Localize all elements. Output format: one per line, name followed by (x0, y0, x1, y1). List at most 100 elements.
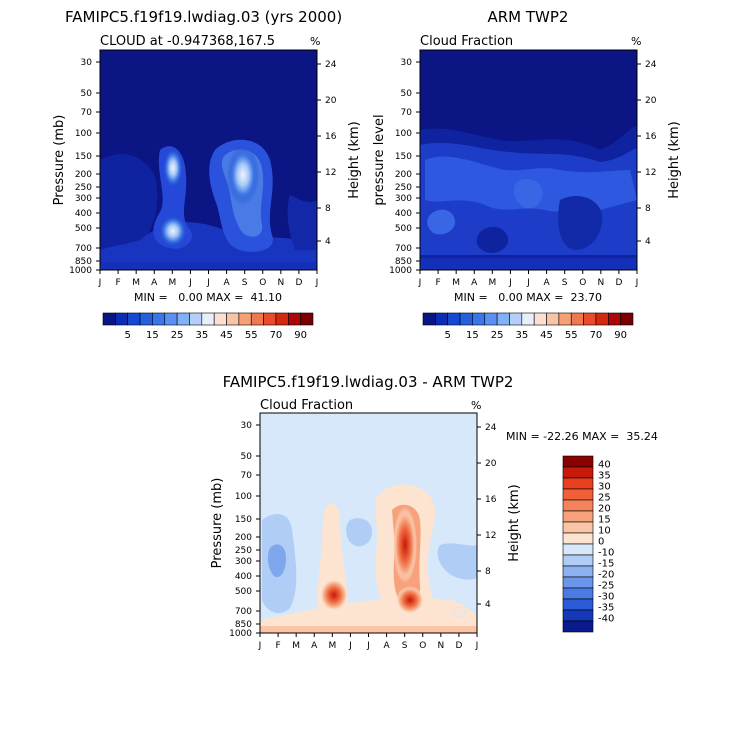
contour-neg-left-inner (267, 544, 286, 578)
colorbar-swatch (213, 312, 227, 326)
contour-may-core-lower (159, 215, 187, 247)
colorbar-label: 5 (125, 330, 131, 341)
colorbar-obs: 5 15 25 35 45 55 70 90 (422, 312, 634, 341)
height-tick-label: 20 (485, 459, 497, 469)
panel-diff-subtitle: Cloud Fraction (260, 398, 353, 413)
contour-pos-may-core (320, 579, 348, 611)
colorbar-label: -25 (598, 581, 614, 592)
colorbar-swatch (570, 312, 584, 326)
panel-diff-field (260, 413, 477, 633)
panel-obs-stats: MIN = 0.00 MAX = 23.70 (454, 291, 602, 304)
month-tick-label: O (419, 641, 426, 651)
colorbar-label: 35 (195, 330, 208, 341)
contour-dark-hole-1 (476, 226, 509, 254)
height-tick-label: 24 (325, 60, 337, 70)
colorbar-swatch (620, 312, 634, 326)
panel-diff-ylabel-right: Height (km) (507, 484, 522, 561)
month-tick-label: O (259, 278, 266, 288)
colorbar-swatch (484, 312, 498, 326)
panel-obs-ylabel-right: Height (km) (667, 121, 682, 198)
height-tick-label: 16 (485, 495, 497, 505)
height-tick-label: 24 (485, 423, 497, 433)
colorbar-label: 5 (445, 330, 451, 341)
month-tick-label: F (115, 278, 120, 288)
panel-diff-units: % (471, 399, 481, 412)
pressure-tick-label: 850 (395, 257, 412, 267)
colorbar-label: 15 (466, 330, 479, 341)
pressure-tick-label: 50 (401, 89, 413, 99)
height-tick-label: 20 (325, 96, 337, 106)
panel-diff-stats: MIN = -22.26 MAX = 35.24 (506, 430, 658, 443)
month-tick-label: M (452, 278, 460, 288)
month-tick-label: M (132, 278, 140, 288)
colorbar-label: 15 (598, 515, 611, 526)
month-tick-label: A (471, 278, 478, 288)
pressure-tick-label: 700 (235, 607, 252, 617)
colorbar-label: 40 (598, 460, 611, 471)
colorbar-swatch (562, 466, 594, 479)
month-tick-label: S (402, 641, 408, 651)
panel-diff-title: FAMIPC5.f19f19.lwdiag.03 - ARM TWP2 (223, 373, 514, 391)
pressure-tick-label: 150 (395, 152, 412, 162)
month-tick-label: S (562, 278, 568, 288)
contour-dark-hole-2 (558, 195, 603, 250)
month-tick-label: O (579, 278, 586, 288)
colorbar-swatch (275, 312, 289, 326)
height-tick-label: 12 (645, 168, 656, 178)
pressure-tick-label: 400 (235, 572, 252, 582)
pressure-tick-label: 300 (75, 194, 92, 204)
contour-light-patch-1 (427, 209, 455, 235)
colorbar-swatch (102, 312, 116, 326)
height-tick-label: 12 (485, 531, 496, 541)
contour-pos-sep-core (393, 507, 417, 583)
pressure-tick-label: 250 (395, 183, 412, 193)
month-tick-label: M (292, 641, 300, 651)
colorbar-label: 35 (515, 330, 528, 341)
colorbar-label: 20 (598, 504, 611, 515)
colorbar-swatch (447, 312, 461, 326)
height-tick-label: 12 (325, 168, 336, 178)
colorbar-swatch (300, 312, 314, 326)
colorbar-label: -40 (598, 614, 614, 625)
panel-model-units: % (310, 35, 320, 48)
month-tick-label: F (275, 641, 280, 651)
month-tick-label: N (597, 278, 604, 288)
pressure-tick-label: 300 (235, 557, 252, 567)
panel-model-ylabel-right: Height (km) (347, 121, 362, 198)
panel-diff: FAMIPC5.f19f19.lwdiag.03 - ARM TWP2 Clou… (210, 373, 658, 651)
pressure-tick-label: 1000 (389, 266, 412, 276)
colorbar-swatch (562, 532, 594, 545)
height-tick-label: 24 (645, 60, 657, 70)
colorbar-swatch (562, 543, 594, 556)
month-tick-label: J (475, 641, 479, 651)
panel-obs-field (420, 50, 637, 270)
pressure-tick-label: 50 (81, 89, 93, 99)
colorbar-swatch (201, 312, 215, 326)
colorbar-swatch (562, 499, 594, 512)
month-tick-label: J (526, 278, 530, 288)
colorbar-swatch (558, 312, 572, 326)
pressure-tick-label: 70 (81, 108, 93, 118)
month-tick-label: J (315, 278, 319, 288)
colorbar-swatch (164, 312, 178, 326)
pressure-tick-label: 100 (235, 492, 252, 502)
colorbar-label: 45 (220, 330, 233, 341)
month-tick-label: A (223, 278, 230, 288)
height-tick-label: 8 (645, 204, 651, 214)
month-tick-label: A (543, 278, 550, 288)
contour-surface (260, 626, 477, 633)
pressure-tick-label: 150 (235, 515, 252, 525)
pressure-tick-label: 500 (235, 587, 252, 597)
colorbar-swatch (595, 312, 609, 326)
colorbar-label: 10 (598, 526, 611, 537)
month-tick-label: J (635, 278, 639, 288)
month-tick-label: J (258, 641, 262, 651)
colorbar-label: -35 (598, 603, 614, 614)
pressure-tick-label: 200 (235, 533, 252, 543)
colorbar-swatch (422, 312, 436, 326)
pressure-tick-label: 500 (395, 224, 412, 234)
panel-obs-units: % (631, 35, 641, 48)
